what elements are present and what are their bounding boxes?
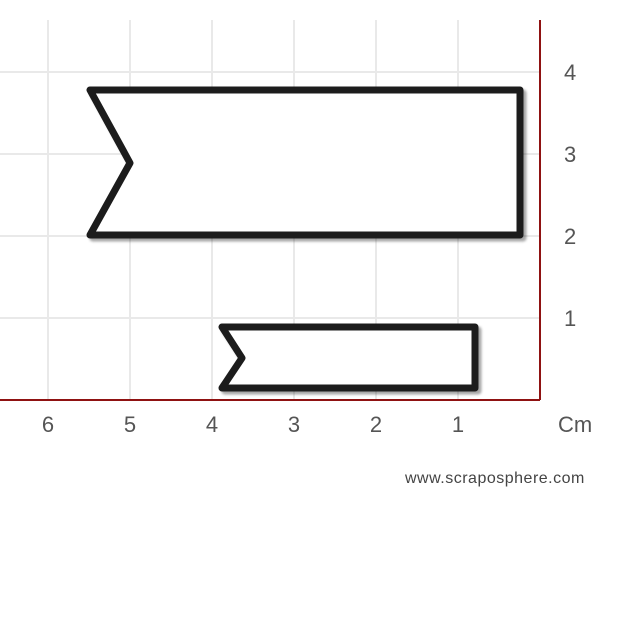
x-tick-label: 4 [206, 412, 218, 437]
y-tick-label: 2 [564, 224, 576, 249]
x-tick-label: 5 [124, 412, 136, 437]
axis-unit-label: Cm [558, 412, 592, 437]
x-tick-label: 2 [370, 412, 382, 437]
banner-large [90, 90, 520, 235]
x-tick-label: 6 [42, 412, 54, 437]
y-tick-label: 4 [564, 60, 576, 85]
diagram-svg: 1 2 3 4 5 6 1 2 3 4 Cm [0, 0, 623, 623]
banner-small [222, 327, 475, 388]
figure-stage: 1 2 3 4 5 6 1 2 3 4 Cm www.scraposphere.com [0, 0, 623, 623]
y-tick-label: 1 [564, 306, 576, 331]
x-tick-label: 3 [288, 412, 300, 437]
y-tick-label: 3 [564, 142, 576, 167]
x-tick-label: 1 [452, 412, 464, 437]
credit-url: www.scraposphere.com [405, 470, 585, 488]
